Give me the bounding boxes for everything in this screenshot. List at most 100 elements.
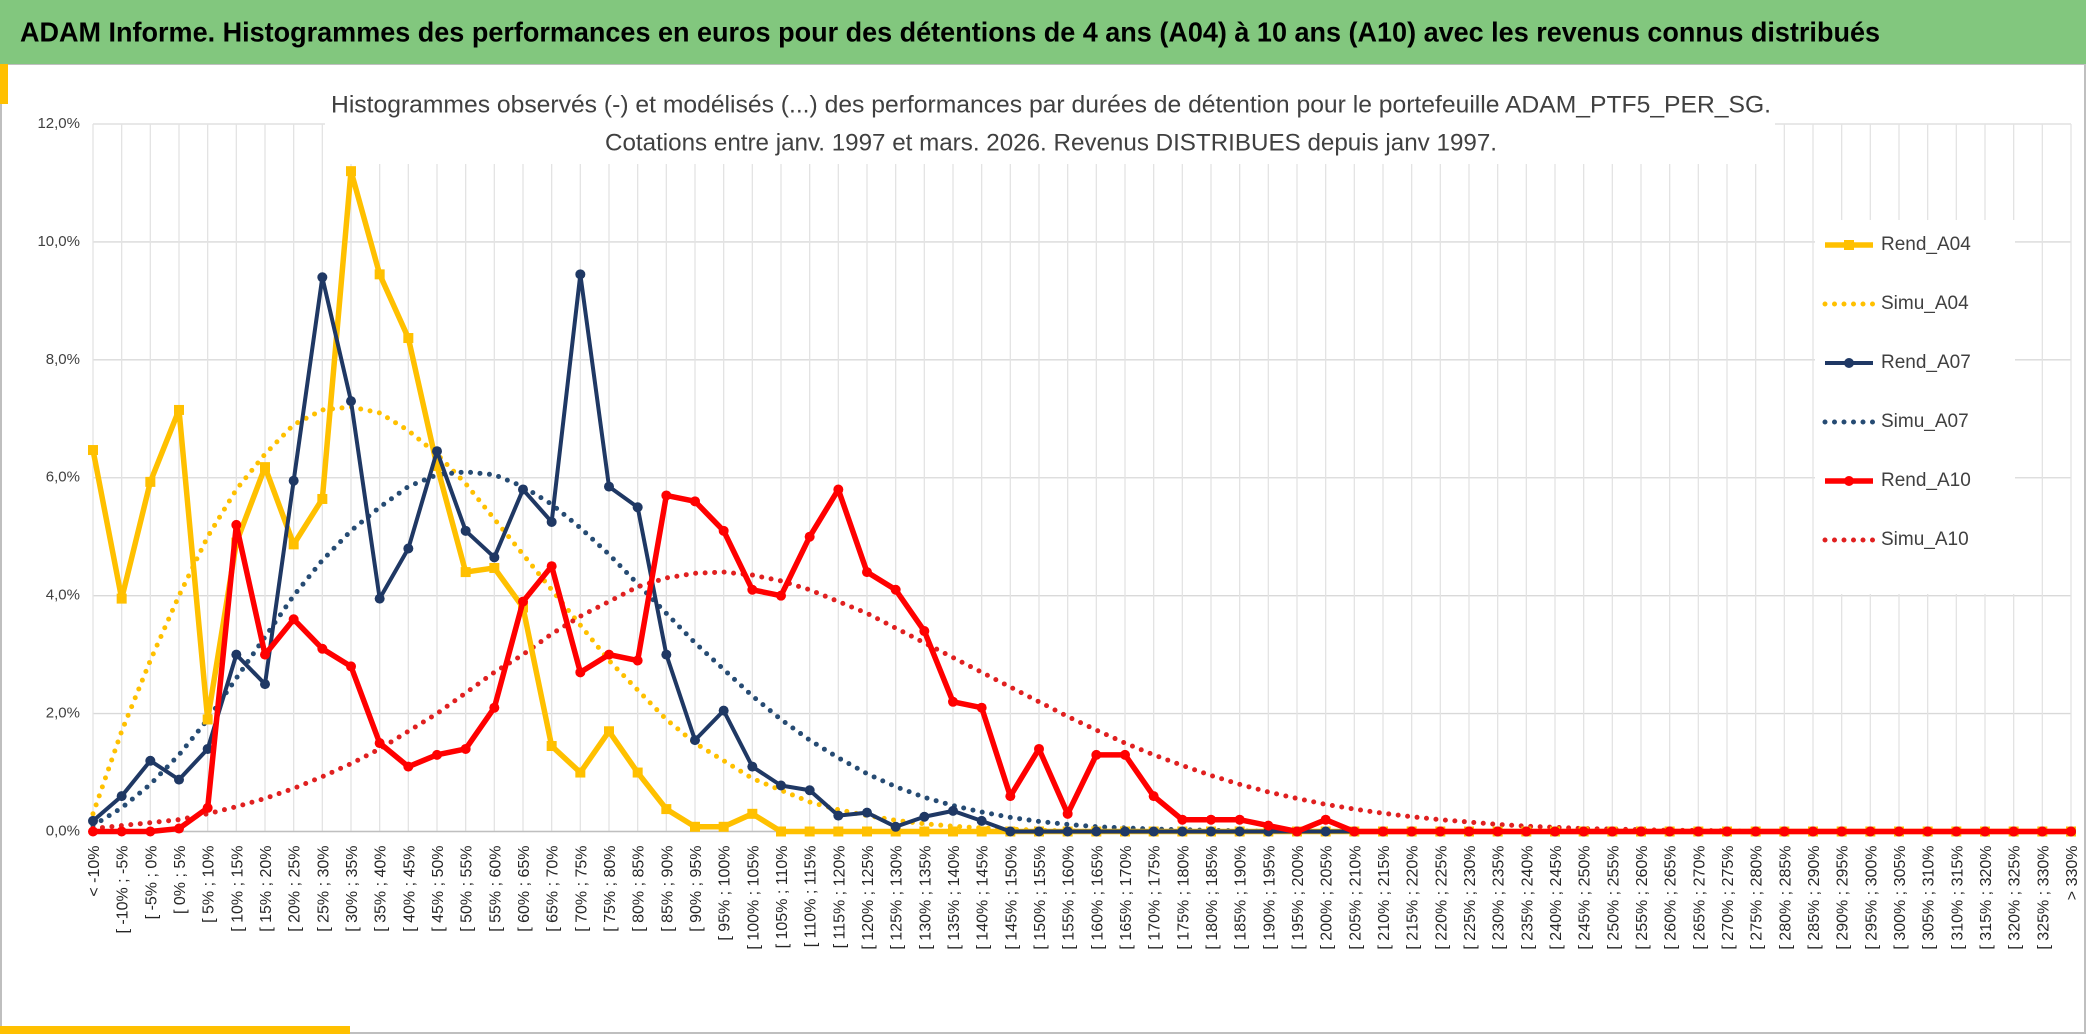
- marker: [1779, 826, 1790, 837]
- x-tick-label: [ 230% ; 235%: [1491, 846, 1508, 950]
- marker: [1722, 826, 1732, 837]
- marker: [374, 593, 385, 604]
- marker: [833, 810, 844, 821]
- legend-label: Rend_A04: [1881, 234, 1971, 255]
- marker: [1894, 826, 1904, 837]
- marker: [919, 826, 930, 837]
- marker: [976, 702, 987, 713]
- marker: [1234, 814, 1245, 825]
- x-tick-label: [ 275% ; 280%: [1749, 846, 1766, 950]
- marker: [575, 269, 586, 280]
- marker: [346, 396, 356, 407]
- marker: [1808, 826, 1818, 837]
- marker: [1836, 826, 1847, 837]
- marker: [260, 679, 270, 690]
- x-tick-label: < -10%: [86, 846, 103, 897]
- marker: [432, 749, 442, 760]
- x-tick-label: [ 95% ; 100%: [717, 846, 734, 941]
- marker: [1951, 826, 1962, 837]
- marker: [88, 445, 98, 456]
- marker: [346, 166, 356, 177]
- marker: [1521, 826, 1532, 837]
- marker: [1005, 791, 1016, 802]
- x-tick-label: [ 45% ; 50%: [430, 846, 447, 932]
- marker: [919, 811, 930, 822]
- x-tick-label: [ 255% ; 260%: [1634, 846, 1651, 950]
- marker: [2037, 826, 2048, 837]
- y-tick-label: 4,0%: [46, 587, 80, 604]
- marker: [1693, 826, 1704, 837]
- marker: [1980, 826, 1990, 837]
- marker: [690, 735, 700, 746]
- marker: [1320, 826, 1331, 837]
- marker: [747, 761, 758, 772]
- x-tick-label: [ 325% ; 330%: [2035, 846, 2052, 950]
- x-tick-label: [ 205% ; 210%: [1347, 846, 1364, 950]
- x-tick-label: [ 25% ; 30%: [315, 846, 332, 932]
- marker: [288, 539, 299, 550]
- marker: [1062, 826, 1073, 837]
- x-tick-label: [ -10% ; -5%: [115, 846, 132, 934]
- marker: [1148, 791, 1159, 802]
- marker: [346, 661, 356, 672]
- marker: [1550, 826, 1560, 837]
- marker: [776, 780, 786, 791]
- x-tick-label: [ 290% ; 295%: [1835, 846, 1852, 950]
- x-tick-label: [ 305% ; 310%: [1921, 846, 1938, 950]
- x-tick-label: [ 220% ; 225%: [1433, 846, 1450, 950]
- marker: [718, 821, 729, 832]
- marker: [1844, 476, 1854, 486]
- marker: [1320, 814, 1331, 825]
- x-tick-label: [ 165% ; 170%: [1118, 846, 1135, 950]
- marker: [1120, 826, 1130, 837]
- x-tick-label: [ 15% ; 20%: [258, 846, 275, 932]
- x-tick-label: [ 70% ; 75%: [573, 846, 590, 932]
- x-tick-label: [ 315% ; 320%: [1978, 846, 1995, 950]
- x-tick-label: [ 320% ; 325%: [2007, 846, 2024, 950]
- legend-label: Simu_A07: [1881, 411, 1969, 432]
- marker: [690, 821, 700, 832]
- x-tick-label: [ 35% ; 40%: [373, 846, 390, 932]
- marker: [632, 655, 643, 666]
- corner-accent: [0, 1026, 350, 1034]
- x-tick-label: [ 60% ; 65%: [516, 846, 533, 932]
- x-tick-label: [ 130% ; 135%: [917, 846, 934, 950]
- marker: [1292, 826, 1302, 837]
- marker: [260, 462, 270, 473]
- x-tick-label: [ 190% ; 195%: [1261, 846, 1278, 950]
- corner-accent: [0, 64, 8, 104]
- marker: [776, 826, 786, 837]
- y-tick-label: 12,0%: [37, 115, 80, 132]
- marker: [1607, 826, 1618, 837]
- marker: [976, 815, 987, 826]
- marker: [1844, 358, 1854, 368]
- marker: [2066, 826, 2076, 837]
- x-tick-label: [ 135% ; 140%: [946, 846, 963, 950]
- x-tick-label: [ 155% ; 160%: [1061, 846, 1078, 950]
- x-tick-label: [ 185% ; 190%: [1233, 846, 1250, 950]
- marker: [432, 446, 442, 457]
- marker: [403, 333, 414, 344]
- x-tick-label: [ 295% ; 300%: [1863, 846, 1880, 950]
- marker: [976, 826, 987, 837]
- marker: [776, 590, 786, 601]
- marker: [374, 738, 385, 749]
- x-tick-label: [ 265% ; 270%: [1691, 846, 1708, 950]
- x-tick-label: [ 115% ; 120%: [831, 846, 848, 949]
- x-tick-label: [ 125% ; 130%: [889, 846, 906, 950]
- marker: [1062, 808, 1073, 819]
- x-tick-label: [ 180% ; 185%: [1204, 846, 1221, 950]
- marker: [174, 774, 184, 785]
- marker: [862, 826, 872, 837]
- marker: [1636, 826, 1646, 837]
- marker: [231, 519, 242, 530]
- marker: [604, 726, 614, 737]
- marker: [460, 743, 471, 754]
- marker: [260, 649, 270, 660]
- x-tick-label: [ 55% ; 60%: [487, 846, 504, 932]
- x-tick-label: [ 280% ; 285%: [1777, 846, 1794, 950]
- marker: [1435, 826, 1446, 837]
- x-tick-label: [ 10% ; 15%: [229, 846, 246, 932]
- marker: [174, 404, 184, 415]
- x-tick-label: [ 310% ; 315%: [1949, 846, 1966, 950]
